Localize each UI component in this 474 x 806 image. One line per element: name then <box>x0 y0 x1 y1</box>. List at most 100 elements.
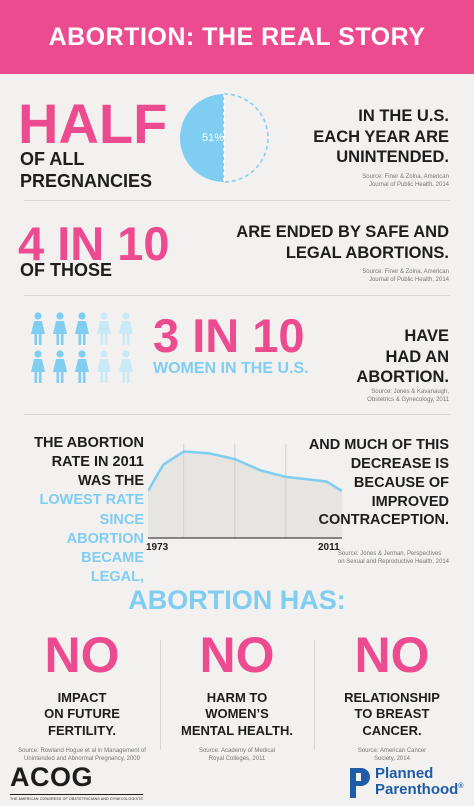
acog-wordmark: ACOG <box>10 762 93 792</box>
fact-text-line1: IMPACT <box>57 690 107 705</box>
divider-2 <box>24 295 450 296</box>
decrease-text: AND MUCH OF THIS DECREASE IS BECAUSE OF … <box>309 436 449 530</box>
chart-x-start-label: 1973 <box>146 542 169 553</box>
woman-figure-icon <box>119 350 133 383</box>
half-subtext-line1: OF ALL <box>20 149 85 169</box>
fact-text-line3: MENTAL HEALTH. <box>181 722 293 738</box>
fact-source-line2: Royal Colleges, 2011 <box>208 755 266 762</box>
fact-source-line1: Source: Academy of Medical <box>198 747 276 754</box>
abortion-rate-text: THE ABORTION RATE IN 2011 WAS THE LOWEST… <box>24 434 144 587</box>
woman-figure-icon <box>97 350 111 383</box>
fact-text-line1: HARM TO <box>206 690 268 705</box>
rate-series-line <box>148 450 343 493</box>
fact-text: RELATIONSHIP TO BREAST CANCER. <box>318 690 466 739</box>
divider-1 <box>24 200 450 201</box>
fact-column-fertility: NO IMPACT ON FUTURE FERTILITY. Source: R… <box>8 630 156 763</box>
four-in-ten-subtext: OF THOSE <box>20 260 113 280</box>
rate-source-line1: Source: Jones & Jerman, Perspectives <box>337 551 442 557</box>
woman-figure-icon <box>119 312 133 345</box>
fact-source-line1: Source: American Cancer <box>357 747 427 754</box>
women-figure-grid <box>30 312 140 388</box>
pp-line2: Parenthood <box>375 781 459 798</box>
fact-source-line2: Society, 2014 <box>374 755 410 762</box>
fact-source-line1: Source: Rowland Hogue et al in Managemen… <box>18 747 146 754</box>
divider-3 <box>24 414 450 415</box>
three-in-ten-right-line1: HAVE <box>404 327 449 345</box>
woman-figure-icon <box>31 350 45 383</box>
fact-text: HARM TO WOMEN’S MENTAL HEALTH. <box>164 690 310 739</box>
woman-figure-icon <box>75 350 89 383</box>
four-in-ten-right-line1: ARE ENDED BY SAFE AND <box>236 223 449 241</box>
abortion-has-heading: ABORTION HAS: <box>128 585 346 615</box>
fact-text-line1: RELATIONSHIP <box>344 690 440 705</box>
acog-logo: ACOG THE AMERICAN CONGRESS OF OBSTETRICI… <box>10 764 143 801</box>
half-source: Source: Finer & Zolna, American Journal … <box>362 173 449 189</box>
fact-text-line2: TO BREAST <box>354 706 430 722</box>
fact-text-line2: ON FUTURE <box>44 706 120 722</box>
half-stat: HALF <box>18 92 168 155</box>
rate-text-blue-line2: SINCE ABORTION <box>66 511 144 547</box>
three-in-ten-subtext: WOMEN IN THE U.S. <box>153 360 309 377</box>
woman-figure-icon <box>53 312 67 345</box>
three-in-ten-source: Source: Jones & Kavanaugh, Obstetrics & … <box>367 388 449 404</box>
page-title: ABORTION: THE REAL STORY <box>48 22 426 51</box>
fact-no-label: NO <box>199 627 275 683</box>
half-right-line2: EACH YEAR ARE <box>313 127 449 146</box>
decrease-line3: BECAUSE OF <box>353 474 449 491</box>
fact-text-line3: CANCER. <box>362 722 422 738</box>
half-subtext: OF ALL PREGNANCIES <box>20 149 152 193</box>
header-banner: ABORTION: THE REAL STORY <box>0 0 474 74</box>
planned-parenthood-logo: Planned Parenthood® <box>346 764 464 800</box>
rate-text-line1: THE ABORTION <box>34 435 144 451</box>
woman-figure-icon <box>53 350 67 383</box>
pp-line1: Planned <box>375 765 434 783</box>
woman-figure-icon <box>97 312 111 345</box>
pie-filled-half <box>180 94 224 182</box>
planned-parenthood-wordmark: Planned Parenthood® <box>375 766 464 798</box>
column-divider-2 <box>314 640 315 750</box>
three-in-ten-right-line2: HAD AN <box>385 347 449 366</box>
fact-text: IMPACT ON FUTURE FERTILITY. <box>8 690 156 739</box>
fact-source-line2: Unintended and Abnormal Pregnancy, 2009 <box>24 755 140 762</box>
three-in-ten-stat: 3 IN 10 <box>153 309 305 362</box>
fact-source: Source: Rowland Hogue et al in Managemen… <box>8 747 156 763</box>
fact-text-line2: WOMEN’S <box>205 706 269 722</box>
four-in-ten-stat: 4 IN 10 <box>18 217 170 270</box>
four-in-ten-right-text: ARE ENDED BY SAFE AND LEGAL ABORTIONS. <box>236 222 449 263</box>
half-right-line3: UNINTENDED. <box>336 148 449 167</box>
four-in-ten-right-line2: LEGAL ABORTIONS. <box>285 243 449 262</box>
half-source-line2: Journal of Public Health, 2014 <box>368 182 449 189</box>
four-in-ten-source-line1: Source: Finer & Zolna, American <box>362 269 449 275</box>
decrease-line5: CONTRACEPTION. <box>318 512 450 529</box>
half-pie-chart: 51% <box>178 92 270 184</box>
three-in-ten-source-line2: Obstetrics & Gynecology, 2011 <box>367 397 449 404</box>
pie-empty-half <box>223 93 269 183</box>
three-in-ten-right-text: HAVE HAD AN ABORTION. <box>356 326 449 388</box>
rate-source: Source: Jones & Jerman, Perspectives on … <box>338 550 449 566</box>
decrease-line2: DECREASE IS <box>350 455 449 472</box>
fact-no-label: NO <box>44 627 120 683</box>
chart-x-end-label: 2011 <box>318 542 340 553</box>
fact-source: Source: American Cancer Society, 2014 <box>318 747 466 763</box>
fact-no-label: NO <box>354 627 430 683</box>
half-source-line1: Source: Finer & Zolna, American <box>362 174 449 180</box>
rate-source-line2: on Sexual and Reproductive Health, 2014 <box>337 559 449 566</box>
rate-text-blue-line1: LOWEST RATE <box>39 492 144 509</box>
four-in-ten-source-line2: Journal of Public Health, 2014 <box>368 277 449 284</box>
fact-source: Source: Academy of Medical Royal College… <box>164 747 310 763</box>
rate-text-line3: WAS THE <box>77 473 144 490</box>
decrease-line1: AND MUCH OF THIS <box>308 437 449 453</box>
half-subtext-line2: PREGNANCIES <box>20 170 153 191</box>
pie-percent-label: 51% <box>202 132 225 144</box>
woman-figure-icon <box>75 312 89 345</box>
fact-text-line3: FERTILITY. <box>48 722 116 738</box>
abortion-rate-chart <box>148 444 343 539</box>
pp-registered-mark: ® <box>458 783 464 790</box>
fact-column-mental-health: NO HARM TO WOMEN’S MENTAL HEALTH. Source… <box>164 630 310 763</box>
three-in-ten-right-line3: ABORTION. <box>356 368 449 387</box>
acog-tagline: THE AMERICAN CONGRESS OF OBSTETRICIANS A… <box>10 794 143 801</box>
four-in-ten-source: Source: Finer & Zolna, American Journal … <box>362 268 449 284</box>
woman-figure-icon <box>31 312 45 345</box>
rate-text-line2: RATE IN 2011 <box>51 454 144 471</box>
three-in-ten-source-line1: Source: Jones & Kavanaugh, <box>371 389 449 395</box>
